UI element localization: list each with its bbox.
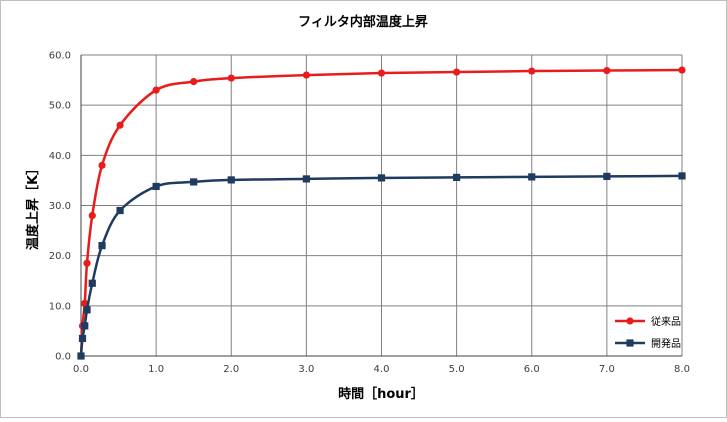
data-point	[83, 259, 91, 267]
x-tick-label: 0.0	[73, 364, 89, 375]
y-tick-label: 0.0	[55, 352, 71, 363]
data-point	[603, 172, 611, 181]
x-tick-label: 3.0	[298, 364, 314, 375]
data-point	[603, 66, 611, 75]
data-point	[78, 334, 87, 343]
legend-item: 従来品	[615, 315, 681, 328]
data-point	[81, 322, 89, 330]
data-point	[528, 173, 536, 181]
x-tick-label: 2.0	[223, 364, 239, 375]
grid-lines	[81, 54, 683, 356]
series-group	[77, 66, 686, 360]
x-tick-label: 7.0	[599, 364, 615, 375]
data-point	[528, 67, 536, 75]
data-point	[678, 172, 686, 180]
y-tick-label: 20.0	[49, 251, 71, 262]
y-tick-label: 50.0	[49, 101, 71, 112]
series-1	[77, 66, 686, 360]
axes	[80, 55, 682, 357]
x-tick-label: 4.0	[374, 364, 390, 375]
data-point	[227, 74, 235, 82]
y-tick-label: 30.0	[49, 201, 71, 212]
legend-label: 従来品	[651, 315, 681, 328]
data-point	[453, 68, 461, 76]
data-point	[190, 178, 198, 186]
legend-item: 開発品	[615, 337, 681, 350]
data-point	[98, 161, 106, 169]
x-tick-label: 8.0	[674, 364, 690, 375]
data-point	[190, 77, 198, 86]
legend-marker	[626, 339, 634, 347]
data-point	[453, 173, 461, 182]
data-point	[152, 86, 160, 94]
y-tick-label: 40.0	[49, 151, 71, 162]
x-tick-label: 5.0	[449, 364, 465, 375]
data-point	[77, 352, 85, 360]
data-point	[227, 176, 235, 184]
series-2	[77, 172, 686, 360]
data-point	[81, 299, 89, 307]
data-point	[98, 242, 106, 250]
data-point	[88, 211, 96, 220]
x-axis-title: 時間［hour］	[338, 386, 424, 402]
data-point	[377, 69, 386, 77]
tick-labels: 0.0 1.0 2.0 3.0 4.0 5.0 6.0 7.0 8.0 0.0 10.0 20.0 30…	[49, 51, 690, 376]
legend-marker	[626, 317, 634, 325]
y-tick-label: 10.0	[49, 301, 71, 312]
data-point	[377, 174, 386, 182]
x-tick-label: 1.0	[148, 364, 164, 375]
y-axis-title: 温度上昇［K］	[25, 162, 41, 250]
data-point	[302, 175, 310, 183]
legend-label: 開発品	[651, 337, 681, 350]
data-point	[678, 66, 686, 74]
data-point	[116, 206, 124, 215]
data-point	[88, 279, 96, 287]
data-point	[83, 306, 91, 314]
data-point	[302, 71, 310, 79]
y-tick-label: 60.0	[49, 51, 71, 62]
chart-title: フィルタ内部温度上昇	[298, 14, 428, 30]
series-line	[79, 68, 683, 357]
x-tick-label: 6.0	[524, 364, 540, 375]
data-point	[116, 121, 124, 129]
series-line	[79, 174, 683, 357]
data-point	[152, 182, 160, 191]
